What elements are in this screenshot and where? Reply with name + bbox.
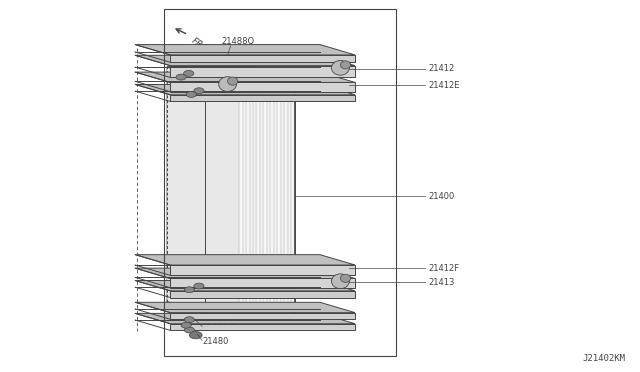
Polygon shape [170, 83, 355, 92]
Text: FRONT: FRONT [189, 36, 220, 61]
Ellipse shape [219, 77, 237, 92]
Ellipse shape [332, 274, 349, 289]
Polygon shape [167, 67, 294, 79]
Text: 21412E: 21412E [428, 81, 460, 90]
Circle shape [186, 92, 196, 97]
Circle shape [194, 88, 204, 94]
Polygon shape [170, 324, 355, 330]
Polygon shape [135, 45, 355, 55]
Bar [164, 9, 396, 356]
Circle shape [184, 287, 195, 293]
Polygon shape [135, 268, 355, 279]
Ellipse shape [340, 274, 351, 282]
Polygon shape [135, 72, 355, 83]
Text: 21480G: 21480G [202, 323, 235, 331]
Polygon shape [170, 291, 355, 298]
Polygon shape [167, 67, 239, 313]
Polygon shape [135, 280, 355, 291]
Ellipse shape [340, 61, 351, 69]
Text: J21402KM: J21402KM [583, 354, 626, 363]
Polygon shape [135, 55, 355, 65]
Circle shape [184, 327, 195, 333]
Circle shape [189, 331, 202, 339]
Polygon shape [170, 55, 355, 62]
Text: 21480: 21480 [202, 337, 228, 346]
Circle shape [194, 283, 204, 289]
Circle shape [176, 74, 186, 80]
Polygon shape [135, 255, 355, 265]
Polygon shape [135, 84, 355, 95]
Text: 21412F: 21412F [428, 264, 460, 273]
Ellipse shape [332, 61, 349, 75]
Circle shape [184, 70, 194, 76]
Circle shape [184, 317, 195, 323]
Polygon shape [135, 302, 355, 312]
Circle shape [181, 322, 191, 328]
Text: 21413: 21413 [428, 278, 454, 287]
Polygon shape [170, 95, 355, 102]
Polygon shape [167, 67, 294, 313]
Polygon shape [170, 279, 355, 288]
Text: 21400: 21400 [428, 192, 454, 201]
Polygon shape [135, 313, 355, 324]
Polygon shape [170, 265, 355, 275]
Polygon shape [170, 312, 355, 319]
Text: 21488Q: 21488Q [221, 37, 254, 46]
Ellipse shape [228, 77, 238, 85]
Polygon shape [170, 65, 355, 77]
Text: 21412: 21412 [428, 64, 454, 73]
